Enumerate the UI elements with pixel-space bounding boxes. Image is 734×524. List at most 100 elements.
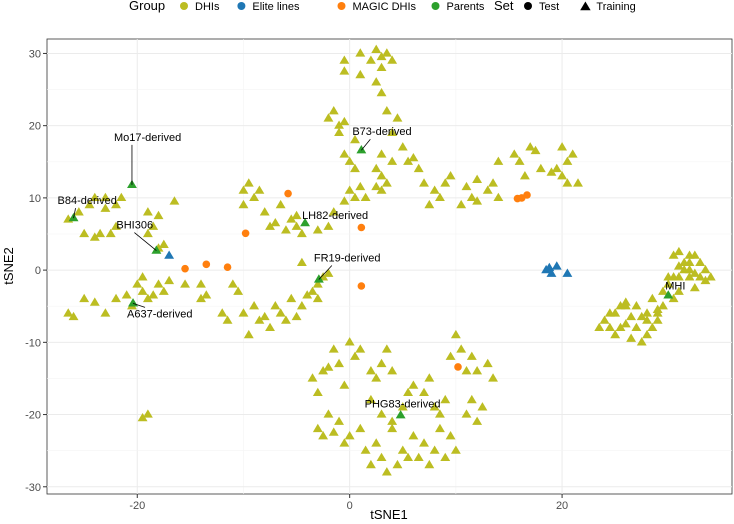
point-dhis bbox=[695, 257, 706, 267]
point-dhis bbox=[387, 416, 398, 425]
point-dhis bbox=[142, 207, 153, 216]
point-dhis bbox=[376, 358, 387, 368]
point-dhis bbox=[562, 178, 573, 187]
point-dhis bbox=[281, 225, 291, 234]
point-dhis bbox=[509, 149, 520, 158]
point-dhis bbox=[355, 181, 366, 191]
point-dhis bbox=[493, 156, 504, 165]
annotation-label: FR19-derived bbox=[314, 253, 381, 265]
point-dhis bbox=[312, 293, 323, 303]
point-magic-dhis bbox=[181, 264, 189, 273]
point-dhis bbox=[626, 333, 637, 342]
point-dhis bbox=[663, 272, 674, 281]
point-dhis bbox=[472, 196, 483, 205]
point-dhis bbox=[461, 181, 472, 191]
point-dhis bbox=[328, 207, 339, 216]
point-dhis bbox=[620, 319, 631, 328]
point-dhis bbox=[419, 438, 429, 447]
legend-swatch bbox=[431, 2, 440, 10]
annotation-leader-line bbox=[361, 138, 371, 151]
annotations: Mo17-derived B84-derived BHI306 A637-derive… bbox=[58, 126, 686, 410]
legend-swatch bbox=[237, 2, 246, 10]
point-dhis bbox=[243, 178, 254, 187]
x-tick-label: 0 bbox=[347, 500, 353, 512]
point-parents bbox=[300, 217, 311, 227]
point-dhis bbox=[100, 203, 111, 212]
point-dhis bbox=[111, 293, 121, 303]
point-dhis bbox=[79, 293, 90, 303]
point-dhis bbox=[525, 142, 536, 151]
point-dhis bbox=[466, 351, 477, 360]
point-dhis bbox=[100, 192, 111, 202]
point-dhis bbox=[488, 178, 498, 187]
point-dhis bbox=[461, 366, 472, 375]
point-dhis bbox=[360, 192, 371, 202]
point-dhis bbox=[355, 69, 366, 79]
point-dhis bbox=[493, 192, 504, 202]
point-dhis bbox=[466, 394, 477, 404]
point-dhis bbox=[530, 145, 541, 155]
point-dhis bbox=[472, 174, 483, 183]
point-dhis bbox=[429, 402, 440, 411]
data-points bbox=[63, 44, 716, 476]
point-magic-dhis bbox=[454, 363, 462, 371]
point-dhis bbox=[381, 344, 392, 353]
point-dhis bbox=[217, 308, 228, 317]
point-dhis bbox=[355, 423, 366, 433]
point-dhis bbox=[365, 459, 376, 469]
point-dhis bbox=[233, 286, 244, 295]
point-dhis bbox=[594, 322, 605, 332]
point-dhis bbox=[270, 217, 281, 227]
point-dhis bbox=[344, 337, 355, 346]
point-dhis bbox=[424, 199, 435, 209]
point-dhis bbox=[636, 337, 647, 346]
point-dhis bbox=[153, 279, 164, 288]
point-dhis bbox=[142, 293, 153, 303]
point-dhis bbox=[387, 423, 398, 433]
point-dhis bbox=[296, 257, 307, 267]
point-dhis bbox=[419, 387, 429, 397]
point-parents bbox=[395, 410, 406, 419]
point-dhis bbox=[339, 66, 350, 75]
point-dhis bbox=[196, 293, 206, 303]
point-dhis bbox=[275, 308, 286, 317]
point-dhis bbox=[371, 163, 382, 173]
point-dhis bbox=[63, 308, 74, 317]
point-dhis bbox=[477, 402, 488, 411]
point-dhis bbox=[387, 156, 398, 165]
point-parents bbox=[313, 274, 324, 283]
point-dhis bbox=[450, 329, 461, 339]
point-dhis bbox=[201, 290, 212, 299]
point-dhis bbox=[620, 301, 631, 310]
annotation-leader-line bbox=[318, 265, 333, 280]
point-magic-dhis bbox=[523, 191, 531, 199]
point-dhis bbox=[663, 279, 674, 288]
point-dhis bbox=[440, 452, 451, 462]
point-dhis bbox=[403, 156, 414, 165]
point-dhis bbox=[265, 322, 275, 332]
annotation-leader-line bbox=[134, 232, 157, 251]
point-dhis bbox=[137, 272, 148, 281]
point-dhis bbox=[142, 228, 153, 238]
point-dhis bbox=[323, 409, 334, 418]
point-dhis bbox=[445, 351, 456, 360]
point-dhis bbox=[610, 308, 621, 317]
point-dhis bbox=[535, 163, 546, 173]
point-dhis bbox=[291, 311, 302, 321]
point-magic-dhis bbox=[284, 189, 292, 198]
point-dhis bbox=[689, 282, 700, 292]
y-tick-label: -30 bbox=[25, 482, 41, 494]
point-dhis bbox=[567, 149, 578, 158]
point-dhis bbox=[557, 171, 568, 180]
point-dhis bbox=[403, 452, 414, 462]
legend-set-title: Set bbox=[494, 0, 514, 13]
point-dhis bbox=[89, 192, 100, 202]
point-dhis bbox=[275, 199, 286, 209]
point-dhis bbox=[424, 459, 435, 469]
point-dhis bbox=[281, 315, 291, 324]
point-dhis bbox=[387, 366, 398, 375]
point-dhis bbox=[573, 178, 583, 187]
annotation-label: B84-derived bbox=[58, 195, 117, 207]
annotation-label: B73-derived bbox=[352, 126, 411, 138]
